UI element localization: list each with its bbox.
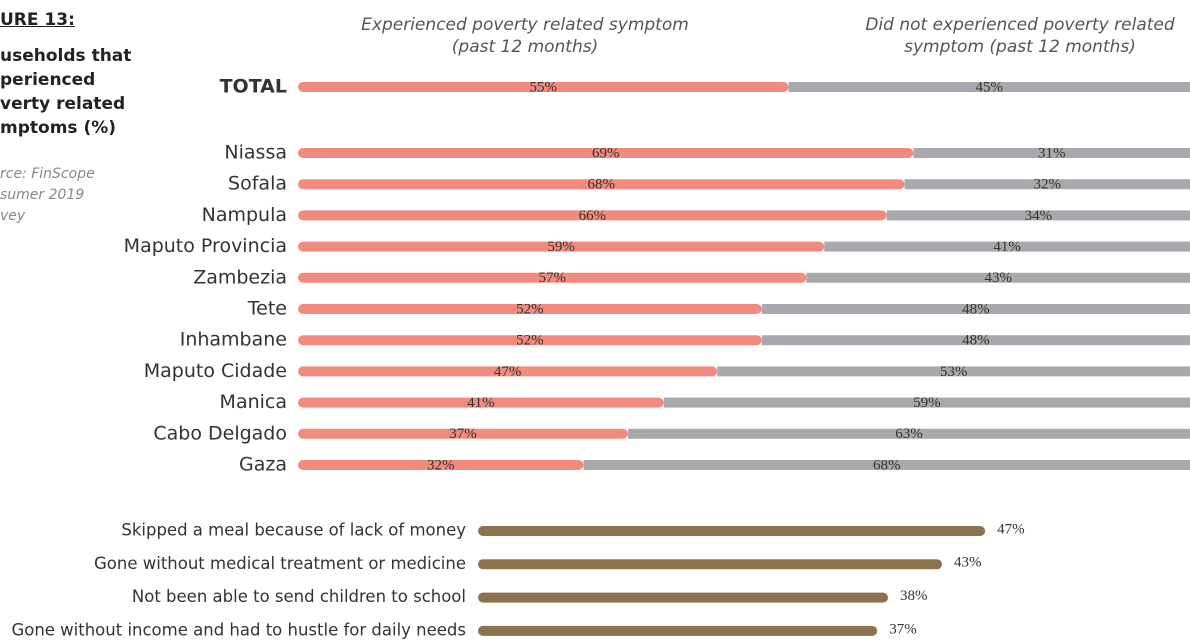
bar-segment <box>761 335 1190 346</box>
value-label: 59% <box>913 395 941 411</box>
value-label: 68% <box>588 177 616 193</box>
bar-segment <box>298 304 762 314</box>
bar-segment <box>298 397 664 408</box>
value-label: 43% <box>984 270 1012 286</box>
source-line: rce: FinScope <box>0 166 95 182</box>
bar-segment <box>761 304 1190 314</box>
value-label: 52% <box>516 301 544 317</box>
title-line: perienced <box>0 70 96 90</box>
category-label: Gone without income and had to hustle fo… <box>11 620 466 639</box>
bar-segment <box>298 366 718 377</box>
category-label: Maputo Cidade <box>144 360 287 382</box>
legend-header: Did not experienced poverty related symp… <box>865 15 1175 57</box>
bar-segment <box>628 428 1190 439</box>
value-label: 45% <box>976 79 1004 95</box>
bar-segment <box>663 397 1190 408</box>
source-line: sumer 2019 <box>0 187 85 203</box>
value-label: 38% <box>900 588 928 604</box>
bar-segment <box>298 241 825 252</box>
bar-segment <box>904 179 1190 190</box>
value-label: 37% <box>889 621 917 637</box>
value-label: 32% <box>427 457 455 473</box>
bar-segment <box>298 272 807 283</box>
category-label: Niassa <box>224 142 287 164</box>
value-label: 47% <box>997 521 1025 537</box>
value-label: 32% <box>1034 177 1062 193</box>
category-label: Maputo Provincia <box>124 235 287 257</box>
value-label: 31% <box>1038 145 1066 161</box>
bar-segment <box>886 210 1190 221</box>
legend-header: Experienced poverty related symptom (pas… <box>361 15 689 57</box>
bar-segment <box>298 179 905 190</box>
bar <box>478 592 889 603</box>
bar-segment <box>298 210 887 221</box>
bar <box>478 625 878 636</box>
value-label: 34% <box>1025 208 1053 224</box>
value-label: 48% <box>962 333 990 349</box>
category-label: Gone without medical treatment or medici… <box>94 554 466 573</box>
bar-segment <box>298 428 629 439</box>
category-label: Cabo Delgado <box>153 422 287 444</box>
value-label: 41% <box>993 239 1021 255</box>
value-label: 47% <box>494 364 522 380</box>
value-label: 59% <box>547 239 575 255</box>
category-label: Zambezia <box>193 266 287 288</box>
category-label: Skipped a meal because of lack of money <box>121 521 466 540</box>
category-label: Inhambane <box>180 329 287 351</box>
value-label: 57% <box>538 270 566 286</box>
category-label: Not been able to send children to school <box>132 587 466 606</box>
value-label: 48% <box>962 301 990 317</box>
source: rce: FinScope sumer 2019 vey <box>0 164 95 227</box>
category-label: TOTAL <box>220 76 287 98</box>
value-label: 37% <box>449 426 477 442</box>
bar <box>478 526 986 536</box>
bar-segment <box>583 460 1190 470</box>
bar <box>478 559 942 570</box>
title-line: verty related <box>0 94 126 114</box>
figure-label: URE 13: <box>0 10 75 30</box>
bar-segment <box>298 460 584 470</box>
bar-segment <box>788 82 1190 92</box>
category-label: Tete <box>247 298 287 320</box>
value-label: 63% <box>895 426 923 442</box>
title-line: mptoms (%) <box>0 118 117 138</box>
value-label: 53% <box>940 364 968 380</box>
category-label: Nampula <box>202 204 287 226</box>
bar-segment <box>298 82 789 92</box>
category-label: Gaza <box>239 454 287 476</box>
bar-segment <box>913 148 1190 158</box>
bar-segment <box>717 366 1190 377</box>
value-label: 41% <box>467 395 495 411</box>
bar-segment <box>298 148 914 158</box>
title-line: useholds that <box>0 46 132 66</box>
bar-segment <box>298 335 762 346</box>
value-label: 43% <box>954 555 982 571</box>
value-label: 68% <box>873 457 901 473</box>
value-label: 69% <box>592 145 620 161</box>
value-label: 55% <box>530 79 558 95</box>
value-label: 66% <box>579 208 607 224</box>
category-label: Sofala <box>228 173 287 195</box>
figure-title: useholds that perienced verty related mp… <box>0 44 131 140</box>
bar-segment <box>824 241 1190 252</box>
bar-segment <box>806 272 1190 283</box>
value-label: 52% <box>516 333 544 349</box>
source-line: vey <box>0 208 26 224</box>
category-label: Manica <box>220 391 287 413</box>
